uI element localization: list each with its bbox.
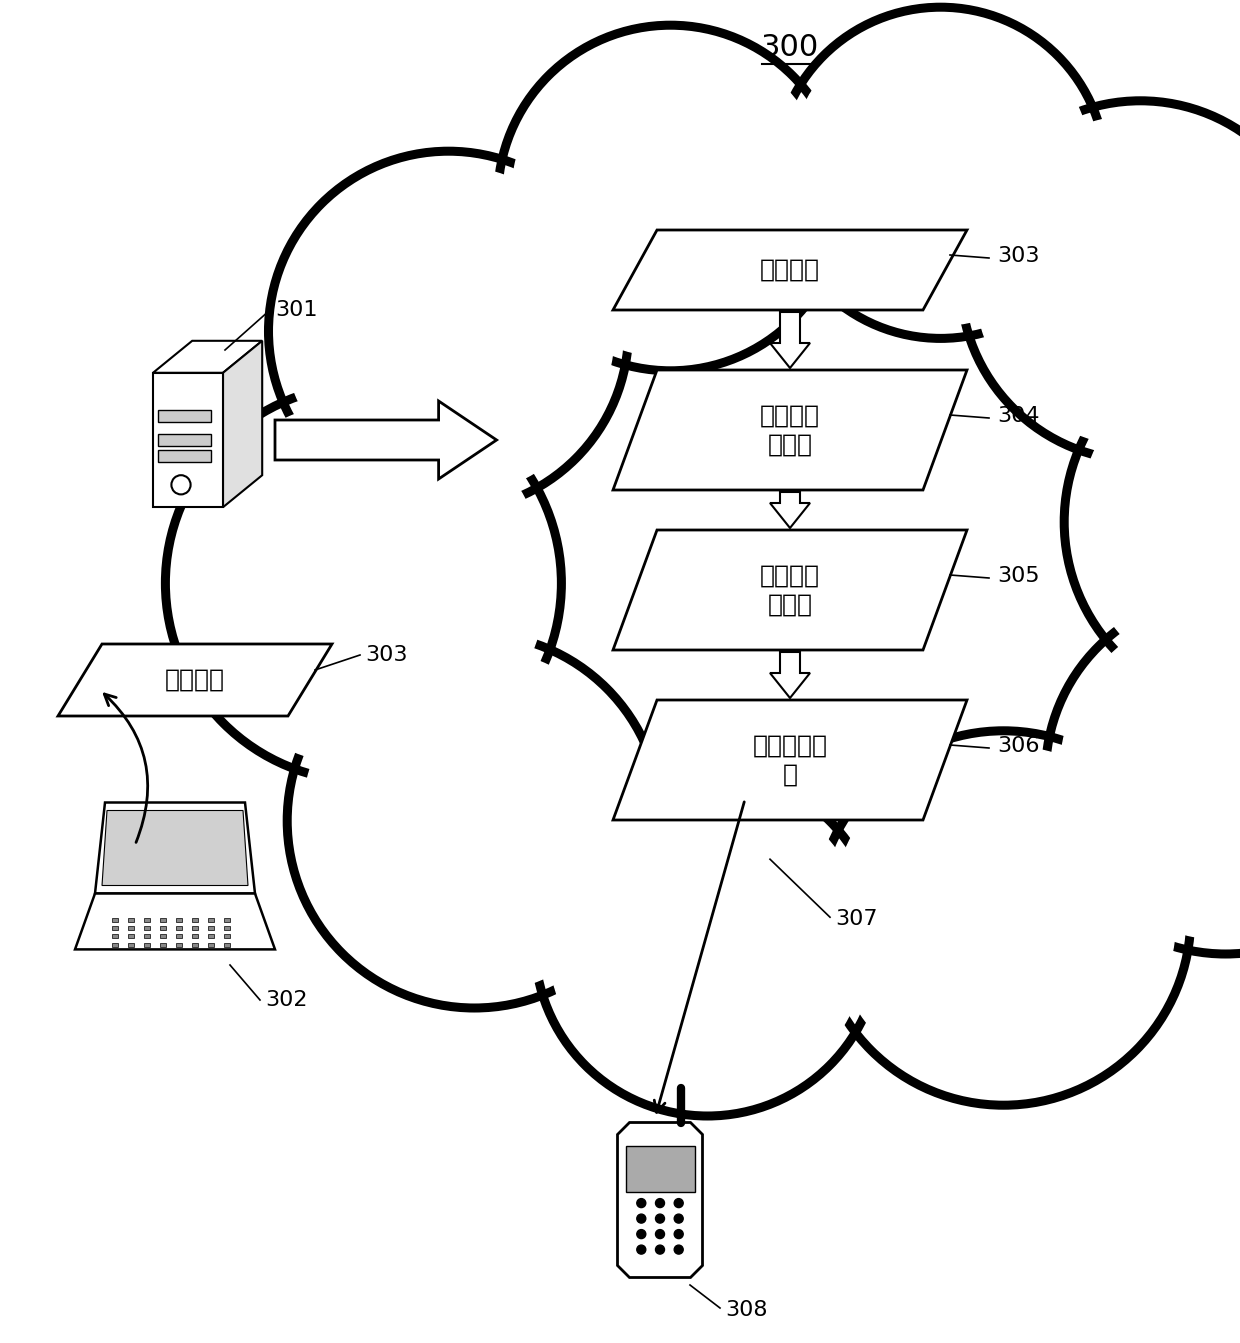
- Polygon shape: [74, 893, 275, 950]
- Circle shape: [269, 152, 629, 512]
- Bar: [157, 450, 211, 462]
- Circle shape: [1064, 334, 1240, 709]
- Circle shape: [789, 20, 1092, 325]
- Bar: [112, 917, 118, 921]
- Circle shape: [775, 7, 1106, 338]
- Text: 306: 306: [997, 736, 1039, 756]
- Text: 303: 303: [997, 246, 1039, 266]
- Circle shape: [548, 784, 867, 1103]
- Bar: [112, 935, 118, 939]
- Circle shape: [675, 1245, 683, 1254]
- Polygon shape: [770, 492, 810, 528]
- Polygon shape: [770, 312, 810, 368]
- Bar: [224, 935, 229, 939]
- Polygon shape: [153, 373, 223, 508]
- Text: 301: 301: [275, 299, 317, 320]
- Circle shape: [288, 634, 662, 1009]
- Circle shape: [637, 1198, 646, 1207]
- Circle shape: [1060, 608, 1240, 940]
- Circle shape: [831, 745, 1176, 1091]
- Circle shape: [656, 1230, 665, 1238]
- Bar: [224, 925, 229, 929]
- Circle shape: [656, 1245, 665, 1254]
- Circle shape: [534, 771, 880, 1116]
- Bar: [144, 943, 150, 947]
- Bar: [144, 935, 150, 939]
- Text: 300: 300: [761, 34, 820, 63]
- Bar: [112, 943, 118, 947]
- Circle shape: [637, 1230, 646, 1238]
- Polygon shape: [618, 1123, 703, 1277]
- Circle shape: [512, 39, 830, 357]
- Polygon shape: [102, 810, 248, 885]
- Text: 订单处理操
作: 订单处理操 作: [753, 733, 827, 787]
- Bar: [176, 935, 182, 939]
- Bar: [224, 917, 229, 921]
- Bar: [192, 917, 198, 921]
- Circle shape: [816, 731, 1190, 1105]
- Bar: [128, 943, 134, 947]
- Bar: [128, 917, 134, 921]
- Bar: [192, 935, 198, 939]
- Polygon shape: [613, 530, 967, 650]
- Polygon shape: [613, 230, 967, 310]
- Bar: [160, 917, 166, 921]
- Circle shape: [637, 1214, 646, 1223]
- Circle shape: [165, 385, 562, 782]
- Text: 待合并订
单集合: 待合并订 单集合: [760, 563, 820, 616]
- Circle shape: [637, 1245, 646, 1254]
- Circle shape: [1045, 594, 1240, 954]
- Bar: [224, 943, 229, 947]
- Bar: [208, 925, 215, 929]
- Circle shape: [656, 1214, 665, 1223]
- Text: 307: 307: [835, 909, 878, 929]
- Circle shape: [303, 649, 646, 992]
- Circle shape: [283, 165, 614, 497]
- Bar: [160, 935, 166, 939]
- Polygon shape: [95, 803, 255, 893]
- Circle shape: [1079, 349, 1240, 694]
- Bar: [192, 943, 198, 947]
- Bar: [208, 943, 215, 947]
- Bar: [192, 925, 198, 929]
- Polygon shape: [153, 341, 262, 373]
- Circle shape: [961, 101, 1240, 461]
- Bar: [144, 917, 150, 921]
- Polygon shape: [770, 651, 810, 698]
- Polygon shape: [275, 402, 496, 479]
- Text: 订单信息: 订单信息: [760, 258, 820, 282]
- Polygon shape: [58, 645, 332, 716]
- Circle shape: [656, 1198, 665, 1207]
- Bar: [157, 411, 211, 422]
- Bar: [160, 943, 166, 947]
- Bar: [144, 925, 150, 929]
- Bar: [176, 917, 182, 921]
- Circle shape: [497, 26, 843, 371]
- Polygon shape: [223, 341, 262, 508]
- Bar: [128, 925, 134, 929]
- Bar: [208, 935, 215, 939]
- Bar: [176, 943, 182, 947]
- Text: 待处理订
单子集: 待处理订 单子集: [760, 403, 820, 457]
- Text: 305: 305: [997, 565, 1039, 586]
- Bar: [176, 925, 182, 929]
- Bar: [157, 434, 211, 446]
- Circle shape: [675, 1230, 683, 1238]
- Bar: [112, 925, 118, 929]
- Polygon shape: [613, 371, 967, 490]
- Polygon shape: [613, 700, 967, 821]
- Circle shape: [675, 1198, 683, 1207]
- Bar: [160, 925, 166, 929]
- Bar: [128, 935, 134, 939]
- Text: 308: 308: [725, 1300, 768, 1320]
- Text: 303: 303: [365, 645, 408, 665]
- Circle shape: [675, 1214, 683, 1223]
- Text: 302: 302: [265, 990, 308, 1010]
- Bar: [208, 917, 215, 921]
- Text: 订单信息: 订单信息: [165, 667, 224, 692]
- Circle shape: [181, 402, 546, 766]
- Text: 304: 304: [997, 406, 1039, 426]
- Bar: [625, 1146, 694, 1193]
- Circle shape: [975, 115, 1240, 446]
